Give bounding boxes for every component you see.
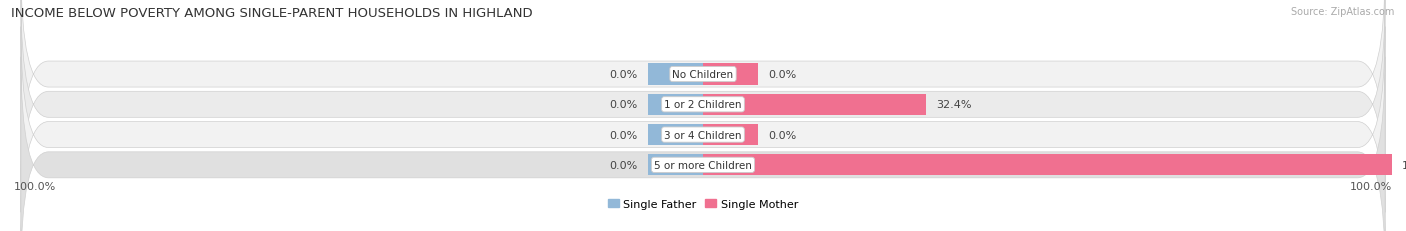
Bar [648, 155, 703, 176]
Text: 3 or 4 Children: 3 or 4 Children [664, 130, 742, 140]
Text: INCOME BELOW POVERTY AMONG SINGLE-PARENT HOUSEHOLDS IN HIGHLAND: INCOME BELOW POVERTY AMONG SINGLE-PARENT… [11, 7, 533, 20]
Legend: Single Father, Single Mother: Single Father, Single Mother [603, 195, 803, 213]
Bar [703, 94, 927, 116]
Text: No Children: No Children [672, 70, 734, 80]
Bar [648, 64, 703, 85]
Text: 0.0%: 0.0% [609, 100, 637, 110]
Text: Source: ZipAtlas.com: Source: ZipAtlas.com [1291, 7, 1395, 17]
Text: 100.0%: 100.0% [1402, 160, 1406, 170]
Text: 100.0%: 100.0% [1350, 182, 1392, 192]
Text: 32.4%: 32.4% [936, 100, 972, 110]
Bar [703, 125, 758, 146]
Text: 0.0%: 0.0% [609, 130, 637, 140]
FancyBboxPatch shape [21, 58, 1385, 231]
Text: 0.0%: 0.0% [769, 130, 797, 140]
Text: 5 or more Children: 5 or more Children [654, 160, 752, 170]
FancyBboxPatch shape [21, 27, 1385, 231]
Text: 0.0%: 0.0% [609, 160, 637, 170]
Text: 100.0%: 100.0% [14, 182, 56, 192]
Bar [648, 94, 703, 116]
Text: 1 or 2 Children: 1 or 2 Children [664, 100, 742, 110]
Bar [648, 125, 703, 146]
Bar [703, 155, 1392, 176]
Text: 0.0%: 0.0% [609, 70, 637, 80]
FancyBboxPatch shape [21, 0, 1385, 182]
FancyBboxPatch shape [21, 0, 1385, 213]
Text: 0.0%: 0.0% [769, 70, 797, 80]
Bar [703, 64, 758, 85]
